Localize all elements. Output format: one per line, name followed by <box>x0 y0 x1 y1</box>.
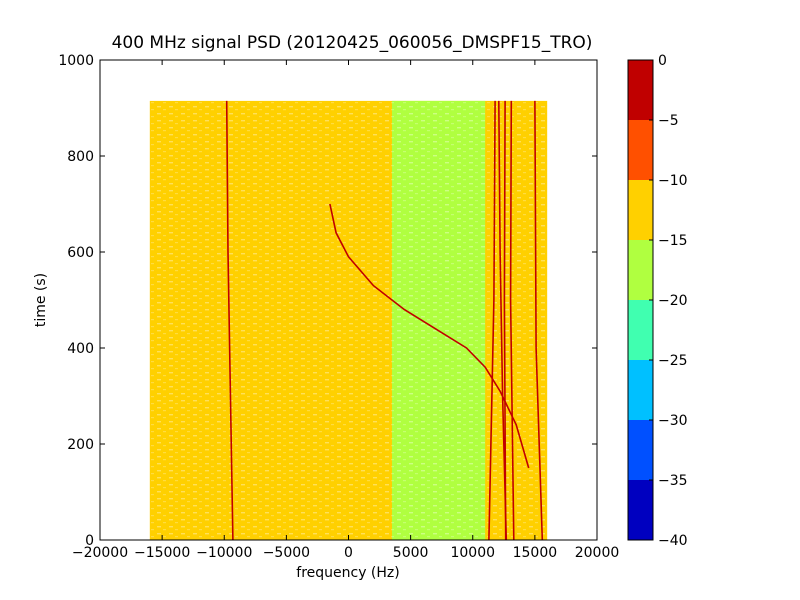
colorbar-segment <box>628 180 653 240</box>
x-tick-label: 10000 <box>450 545 495 561</box>
colorbar-segment <box>628 240 653 300</box>
signal-trace <box>534 100 544 541</box>
colorbar-tick-label: −30 <box>658 413 688 429</box>
x-tick-label: −15000 <box>134 545 190 561</box>
x-tick-label: 5000 <box>393 545 429 561</box>
y-tick-label: 0 <box>85 533 94 549</box>
signal-trace <box>498 100 508 541</box>
y-tick-label: 200 <box>67 437 94 453</box>
colorbar-segment <box>628 120 653 180</box>
x-tick-label: −10000 <box>196 545 252 561</box>
y-axis-label: time (s) <box>33 273 49 327</box>
colorbar-tick-label: −15 <box>658 233 688 249</box>
colorbar-tick-label: −5 <box>658 113 679 129</box>
y-tick-label: 1000 <box>58 53 94 69</box>
colorbar-segment <box>628 420 653 480</box>
signal-trace <box>509 100 515 541</box>
colorbar-tick-label: −35 <box>658 473 688 489</box>
x-tick-label: 15000 <box>513 545 558 561</box>
colorbar-tick-label: −25 <box>658 353 688 369</box>
chart-title: 400 MHz signal PSD (20120425_060056_DMSP… <box>112 33 593 53</box>
x-tick-label: 20000 <box>575 545 620 561</box>
colorbar-segment <box>628 480 653 540</box>
signal-trace <box>503 100 507 541</box>
colorbar-tick-label: 0 <box>658 53 667 69</box>
y-axis: 0 200 400 600 800 1000 <box>58 53 597 549</box>
colorbar-tick-label: −20 <box>658 293 688 309</box>
heatmap-texture <box>149 100 548 541</box>
heatmap <box>149 100 548 541</box>
plot-area: −20000 −15000 −10000 −5000 0 5000 10000 15000 20… <box>58 53 619 561</box>
x-axis: −20000 −15000 −10000 −5000 0 5000 10000 15000 20… <box>72 60 619 561</box>
colorbar-tick-label: −10 <box>658 173 688 189</box>
colorbar-tick-label: −40 <box>658 533 688 549</box>
signal-trace <box>488 100 496 541</box>
colorbar-segment <box>628 360 653 420</box>
x-tick-label: −5000 <box>263 545 310 561</box>
y-tick-label: 400 <box>67 341 94 357</box>
x-tick-label: −20000 <box>72 545 128 561</box>
y-tick-label: 800 <box>67 149 94 165</box>
x-tick-label: 0 <box>344 545 353 561</box>
x-axis-label: frequency (Hz) <box>296 565 399 581</box>
colorbar-segment <box>628 60 653 120</box>
signal-trace <box>225 100 234 541</box>
y-tick-label: 600 <box>67 245 94 261</box>
colorbar-segment <box>628 300 653 360</box>
colorbar: −40 −35 −30 −25 −20 −15 −10 −5 0 <box>627 53 688 549</box>
